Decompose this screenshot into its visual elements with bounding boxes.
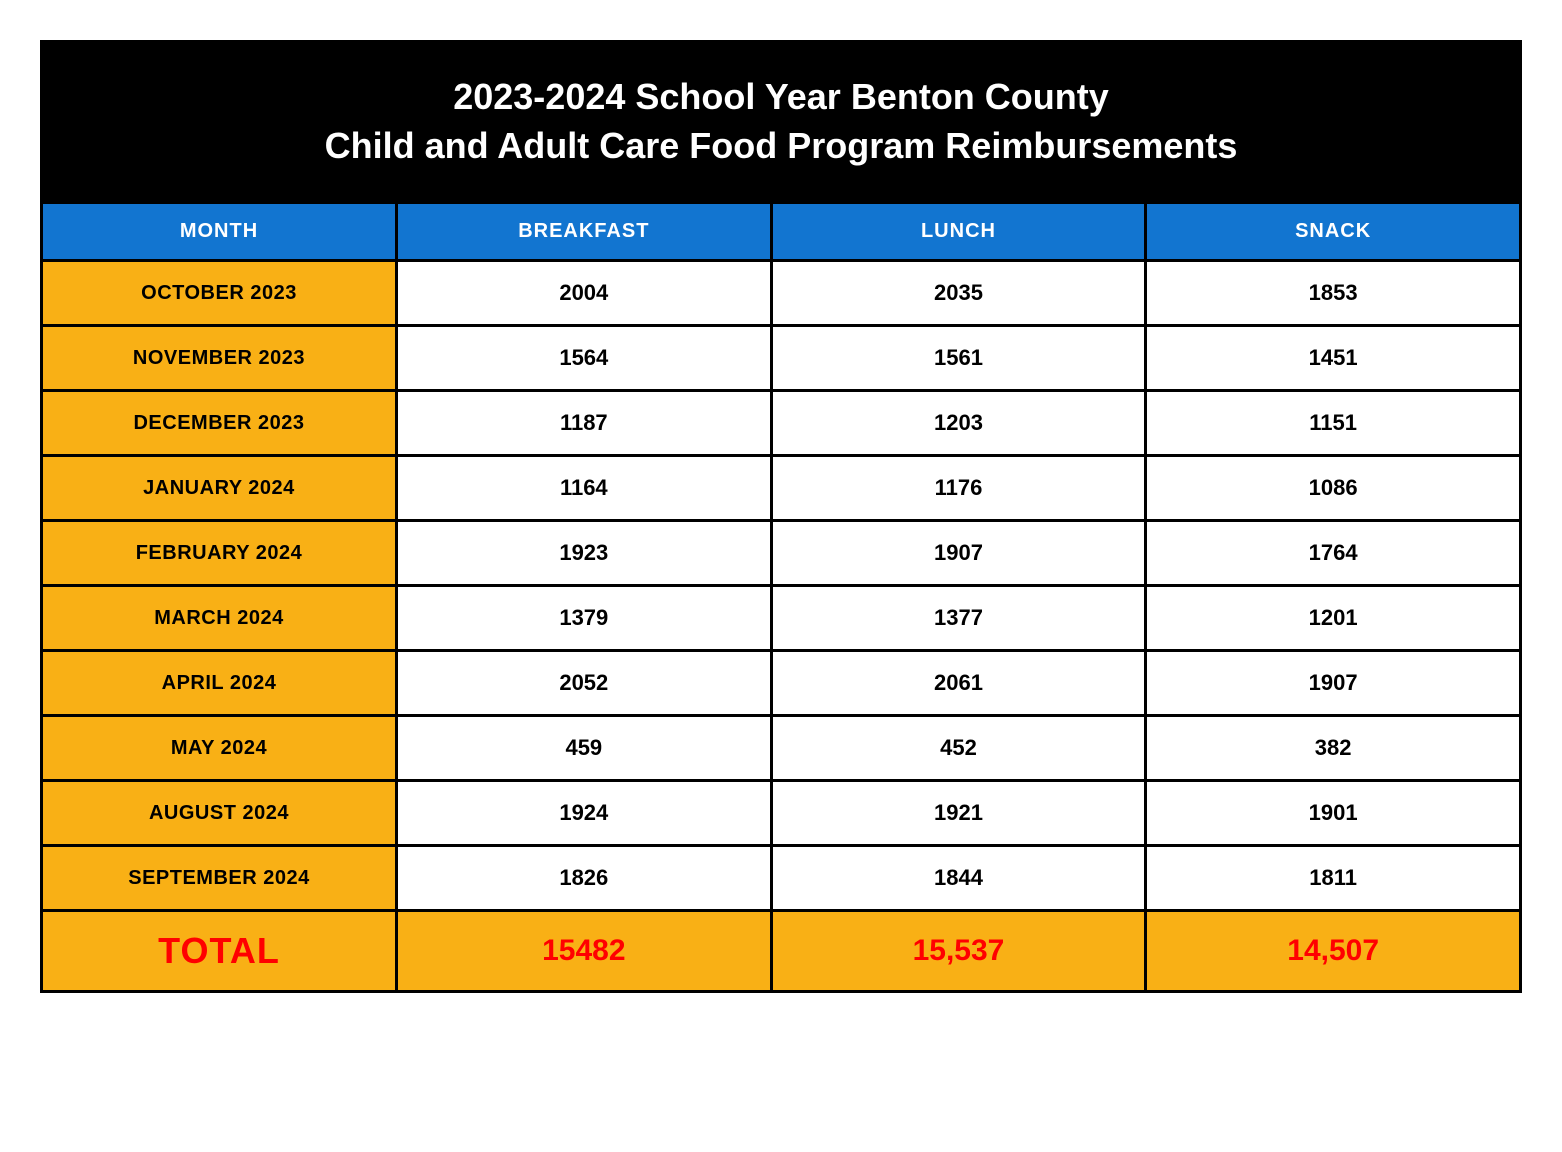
month-cell: APRIL 2024 (42, 651, 397, 716)
breakfast-cell: 1564 (396, 326, 771, 391)
lunch-cell: 1907 (771, 521, 1146, 586)
lunch-cell: 2061 (771, 651, 1146, 716)
snack-cell: 1764 (1146, 521, 1521, 586)
snack-cell: 1201 (1146, 586, 1521, 651)
month-cell: MARCH 2024 (42, 586, 397, 651)
col-header-breakfast: BREAKFAST (396, 203, 771, 261)
month-cell: FEBRUARY 2024 (42, 521, 397, 586)
month-cell: OCTOBER 2023 (42, 261, 397, 326)
lunch-cell: 1561 (771, 326, 1146, 391)
report-header: 2023-2024 School Year Benton County Chil… (40, 40, 1522, 201)
report-container: 2023-2024 School Year Benton County Chil… (40, 40, 1522, 993)
snack-cell: 1853 (1146, 261, 1521, 326)
header-line-1: 2023-2024 School Year Benton County (63, 73, 1499, 122)
lunch-cell: 2035 (771, 261, 1146, 326)
breakfast-cell: 2052 (396, 651, 771, 716)
breakfast-cell: 1924 (396, 781, 771, 846)
month-cell: SEPTEMBER 2024 (42, 846, 397, 911)
lunch-cell: 1176 (771, 456, 1146, 521)
table-row: FEBRUARY 2024 1923 1907 1764 (42, 521, 1521, 586)
lunch-cell: 1203 (771, 391, 1146, 456)
month-cell: NOVEMBER 2023 (42, 326, 397, 391)
month-cell: JANUARY 2024 (42, 456, 397, 521)
breakfast-cell: 1826 (396, 846, 771, 911)
table-body: OCTOBER 2023 2004 2035 1853 NOVEMBER 202… (42, 261, 1521, 992)
breakfast-cell: 1164 (396, 456, 771, 521)
table-row: OCTOBER 2023 2004 2035 1853 (42, 261, 1521, 326)
lunch-cell: 1377 (771, 586, 1146, 651)
snack-cell: 1907 (1146, 651, 1521, 716)
table-row: MARCH 2024 1379 1377 1201 (42, 586, 1521, 651)
snack-cell: 1901 (1146, 781, 1521, 846)
total-snack: 14,507 (1146, 911, 1521, 992)
snack-cell: 1086 (1146, 456, 1521, 521)
lunch-cell: 1844 (771, 846, 1146, 911)
month-cell: MAY 2024 (42, 716, 397, 781)
snack-cell: 382 (1146, 716, 1521, 781)
lunch-cell: 452 (771, 716, 1146, 781)
breakfast-cell: 1923 (396, 521, 771, 586)
table-row: AUGUST 2024 1924 1921 1901 (42, 781, 1521, 846)
breakfast-cell: 2004 (396, 261, 771, 326)
table-row: NOVEMBER 2023 1564 1561 1451 (42, 326, 1521, 391)
col-header-snack: SNACK (1146, 203, 1521, 261)
snack-cell: 1811 (1146, 846, 1521, 911)
breakfast-cell: 459 (396, 716, 771, 781)
month-cell: AUGUST 2024 (42, 781, 397, 846)
total-lunch: 15,537 (771, 911, 1146, 992)
table-row: APRIL 2024 2052 2061 1907 (42, 651, 1521, 716)
lunch-cell: 1921 (771, 781, 1146, 846)
total-label: TOTAL (42, 911, 397, 992)
breakfast-cell: 1187 (396, 391, 771, 456)
table-row: SEPTEMBER 2024 1826 1844 1811 (42, 846, 1521, 911)
col-header-lunch: LUNCH (771, 203, 1146, 261)
month-cell: DECEMBER 2023 (42, 391, 397, 456)
col-header-month: MONTH (42, 203, 397, 261)
table-row: DECEMBER 2023 1187 1203 1151 (42, 391, 1521, 456)
total-row: TOTAL 15482 15,537 14,507 (42, 911, 1521, 992)
header-line-2: Child and Adult Care Food Program Reimbu… (63, 122, 1499, 171)
table-row: MAY 2024 459 452 382 (42, 716, 1521, 781)
breakfast-cell: 1379 (396, 586, 771, 651)
reimbursement-table: MONTH BREAKFAST LUNCH SNACK OCTOBER 2023… (40, 201, 1522, 993)
snack-cell: 1451 (1146, 326, 1521, 391)
snack-cell: 1151 (1146, 391, 1521, 456)
table-row: JANUARY 2024 1164 1176 1086 (42, 456, 1521, 521)
total-breakfast: 15482 (396, 911, 771, 992)
table-header-row: MONTH BREAKFAST LUNCH SNACK (42, 203, 1521, 261)
